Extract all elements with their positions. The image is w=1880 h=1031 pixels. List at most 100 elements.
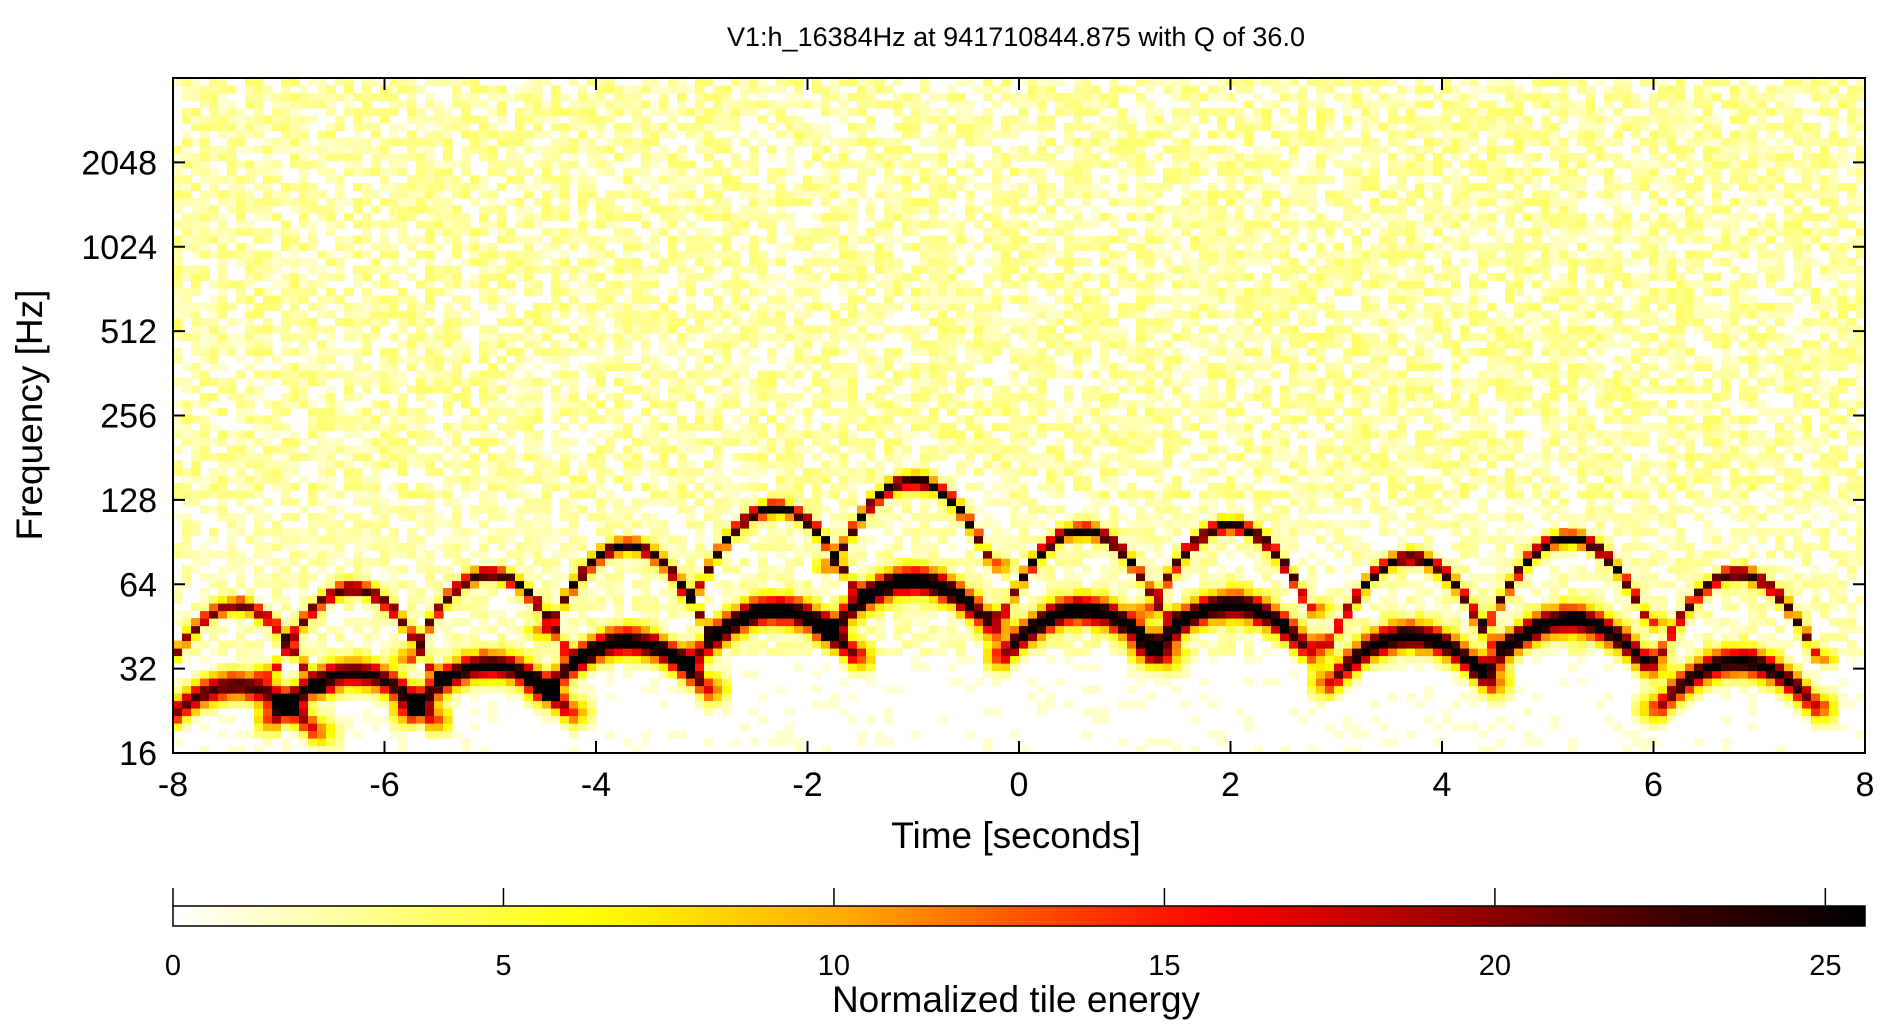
heatmap-cell	[1739, 595, 1749, 604]
heatmap-cell	[758, 558, 768, 567]
heatmap-cell	[1217, 580, 1227, 589]
heatmap-cell	[947, 543, 957, 552]
heatmap-cell	[1613, 610, 1623, 619]
heatmap-cell	[605, 730, 615, 739]
heatmap-cell	[992, 610, 1002, 619]
heatmap-cell	[677, 453, 687, 462]
heatmap-cell	[974, 528, 984, 537]
heatmap-cell	[1334, 475, 1344, 484]
heatmap-cell	[839, 573, 849, 582]
heatmap-cell	[1595, 513, 1605, 522]
heatmap-cell	[425, 573, 435, 582]
heatmap-cell	[794, 483, 804, 492]
heatmap-cell	[1037, 520, 1047, 529]
heatmap-cell	[299, 715, 309, 724]
heatmap-cell	[1028, 625, 1038, 634]
heatmap-cell	[1253, 513, 1263, 522]
heatmap-cell	[434, 618, 444, 627]
heatmap-cell	[1721, 693, 1731, 702]
heatmap-cell	[1667, 670, 1677, 679]
heatmap-cell	[506, 670, 516, 679]
heatmap-cell	[551, 528, 561, 537]
heatmap-cell	[920, 573, 930, 582]
heatmap-cell	[326, 520, 336, 529]
heatmap-cell	[1703, 618, 1713, 627]
heatmap-cell	[839, 528, 849, 537]
heatmap-cell	[956, 633, 966, 642]
heatmap-cell	[560, 460, 570, 469]
heatmap-cell	[1847, 490, 1857, 499]
heatmap-cell	[1163, 633, 1173, 642]
heatmap-cell	[1460, 550, 1470, 559]
heatmap-cell	[227, 685, 237, 694]
heatmap-cell	[497, 573, 507, 582]
heatmap-cell	[740, 498, 750, 507]
heatmap-cell	[1082, 595, 1092, 604]
heatmap-cell	[1217, 633, 1227, 642]
heatmap-cell	[1208, 648, 1218, 657]
heatmap-cell	[713, 640, 723, 649]
heatmap-cell	[416, 453, 426, 462]
heatmap-cell	[1244, 528, 1254, 537]
heatmap-cell	[1676, 565, 1686, 574]
heatmap-cell	[686, 558, 696, 567]
heatmap-cell	[308, 738, 318, 747]
heatmap-cell	[1235, 625, 1245, 634]
heatmap-cell	[317, 460, 327, 469]
heatmap-cell	[713, 685, 723, 694]
heatmap-cell	[686, 633, 696, 642]
heatmap-cell	[1829, 708, 1839, 717]
heatmap-cell	[830, 603, 840, 612]
heatmap-cell	[1163, 610, 1173, 619]
heatmap-cell	[263, 655, 273, 664]
heatmap-cell	[227, 520, 237, 529]
heatmap-cell	[1289, 618, 1299, 627]
heatmap-cell	[1073, 520, 1083, 529]
heatmap-cell	[1469, 685, 1479, 694]
heatmap-cell	[1649, 700, 1659, 709]
heatmap-cell	[1667, 693, 1677, 702]
heatmap-cell	[695, 603, 705, 612]
heatmap-cell	[1631, 655, 1641, 664]
heatmap-cell	[1019, 603, 1029, 612]
heatmap-cell	[974, 520, 984, 529]
heatmap-cell	[290, 648, 300, 657]
heatmap-cell	[1676, 528, 1686, 537]
heatmap-cell	[542, 693, 552, 702]
heatmap-cell	[236, 648, 246, 657]
heatmap-cell	[659, 565, 669, 574]
heatmap-cell	[1595, 543, 1605, 552]
heatmap-cell	[182, 648, 192, 657]
heatmap-cell	[200, 603, 210, 612]
heatmap-cell	[722, 558, 732, 567]
heatmap-cell	[1586, 543, 1596, 552]
heatmap-cell	[191, 498, 201, 507]
heatmap-cell	[362, 595, 372, 604]
heatmap-cell	[1280, 565, 1290, 574]
heatmap-cell	[1397, 580, 1407, 589]
heatmap-cell	[1496, 685, 1506, 694]
heatmap-cell	[182, 715, 192, 724]
heatmap-cell	[1028, 595, 1038, 604]
heatmap-cell	[407, 528, 417, 537]
heatmap-cell	[1505, 453, 1515, 462]
heatmap-cell	[380, 655, 390, 664]
heatmap-cell	[281, 678, 291, 687]
heatmap-cell	[317, 640, 327, 649]
heatmap-cell	[740, 453, 750, 462]
heatmap-cell	[1091, 460, 1101, 469]
heatmap-cell	[668, 588, 678, 597]
heatmap-cell	[281, 468, 291, 477]
heatmap-cell	[1568, 588, 1578, 597]
heatmap-cell	[1262, 648, 1272, 657]
heatmap-cell	[1010, 543, 1020, 552]
heatmap-cell	[1550, 595, 1560, 604]
heatmap-cell	[1388, 655, 1398, 664]
heatmap-cell	[335, 670, 345, 679]
heatmap-cell	[1316, 610, 1326, 619]
heatmap-cell	[236, 498, 246, 507]
heatmap-cell	[1424, 610, 1434, 619]
heatmap-cell	[299, 633, 309, 642]
heatmap-cell	[623, 640, 633, 649]
heatmap-cell	[326, 468, 336, 477]
